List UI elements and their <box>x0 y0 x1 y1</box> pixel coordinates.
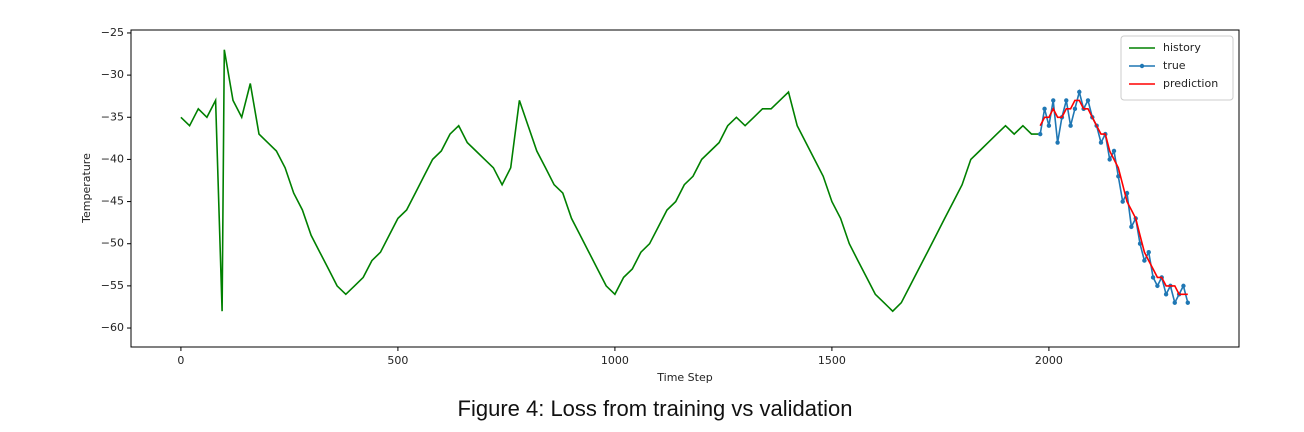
y-tick-label: −50 <box>101 237 124 250</box>
point <box>1046 123 1052 128</box>
point <box>1120 199 1125 204</box>
point <box>1181 283 1186 289</box>
point <box>1051 98 1056 103</box>
point <box>1042 106 1047 112</box>
y-tick-label: −40 <box>101 152 124 165</box>
x-axis-label: Time Step <box>656 371 712 384</box>
point <box>1185 300 1190 305</box>
legend-marker <box>1139 63 1145 69</box>
point <box>1111 148 1117 154</box>
point <box>1038 131 1043 137</box>
point <box>1064 98 1069 103</box>
y-tick-label: −45 <box>101 195 124 208</box>
point <box>1055 140 1060 145</box>
point <box>1155 283 1160 289</box>
y-tick-label: −60 <box>101 321 124 334</box>
y-tick-label: −25 <box>101 26 124 39</box>
x-tick-label: 0 <box>177 354 184 367</box>
series-line <box>1039 99 1188 296</box>
y-tick-label: −30 <box>101 68 124 81</box>
series-line <box>180 49 1041 313</box>
y-tick-label: −55 <box>101 279 124 292</box>
point <box>1142 258 1147 263</box>
point <box>1163 292 1169 297</box>
plot-area <box>130 29 1240 348</box>
x-tick-label: 500 <box>387 354 408 367</box>
y-axis-label: Temperature <box>80 153 93 224</box>
legend: history true prediction <box>1120 35 1234 101</box>
point <box>1077 89 1082 95</box>
point <box>1068 123 1073 128</box>
legend-label: true <box>1163 59 1186 72</box>
point <box>1172 300 1177 305</box>
caption: Figure 4: Loss from training vs validati… <box>458 396 853 421</box>
point <box>1107 157 1112 162</box>
point <box>1146 249 1151 255</box>
point <box>1098 140 1104 145</box>
point <box>1129 224 1134 230</box>
x-tick-label: 2000 <box>1035 354 1063 367</box>
x-tick-label: 1500 <box>818 354 846 367</box>
legend-label: prediction <box>1163 77 1218 90</box>
point <box>1085 98 1091 103</box>
x-tick-label: 1000 <box>601 354 629 367</box>
point <box>1072 106 1078 112</box>
point <box>1150 275 1156 280</box>
y-tick-label: −35 <box>101 110 124 123</box>
legend-label: history <box>1163 41 1201 54</box>
